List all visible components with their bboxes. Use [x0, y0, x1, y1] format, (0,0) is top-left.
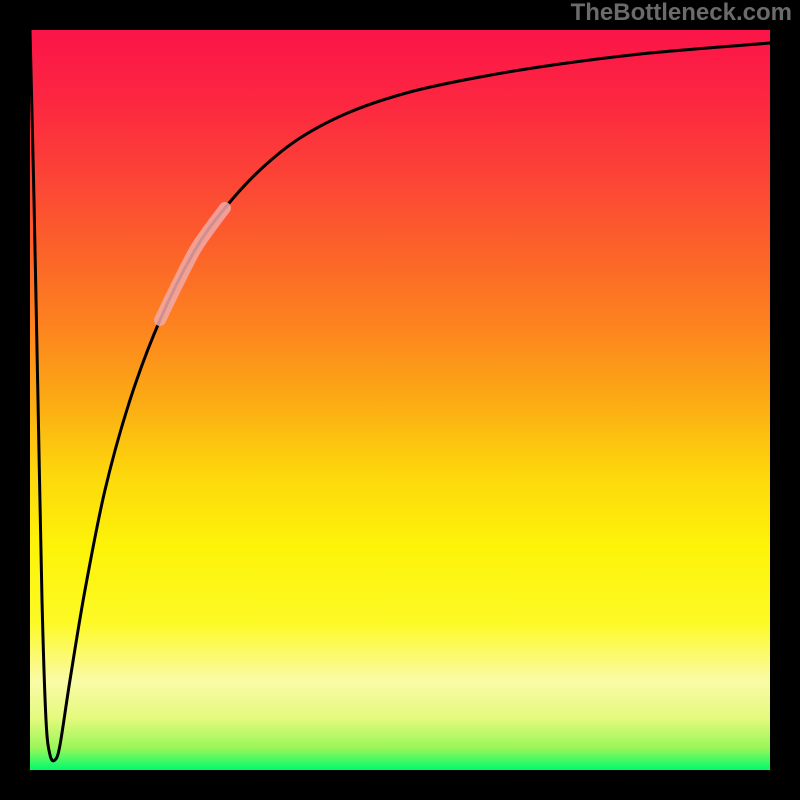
chart-container: TheBottleneck.com: [0, 0, 800, 800]
chart-border: [0, 0, 800, 800]
attribution-text: TheBottleneck.com: [571, 0, 792, 26]
